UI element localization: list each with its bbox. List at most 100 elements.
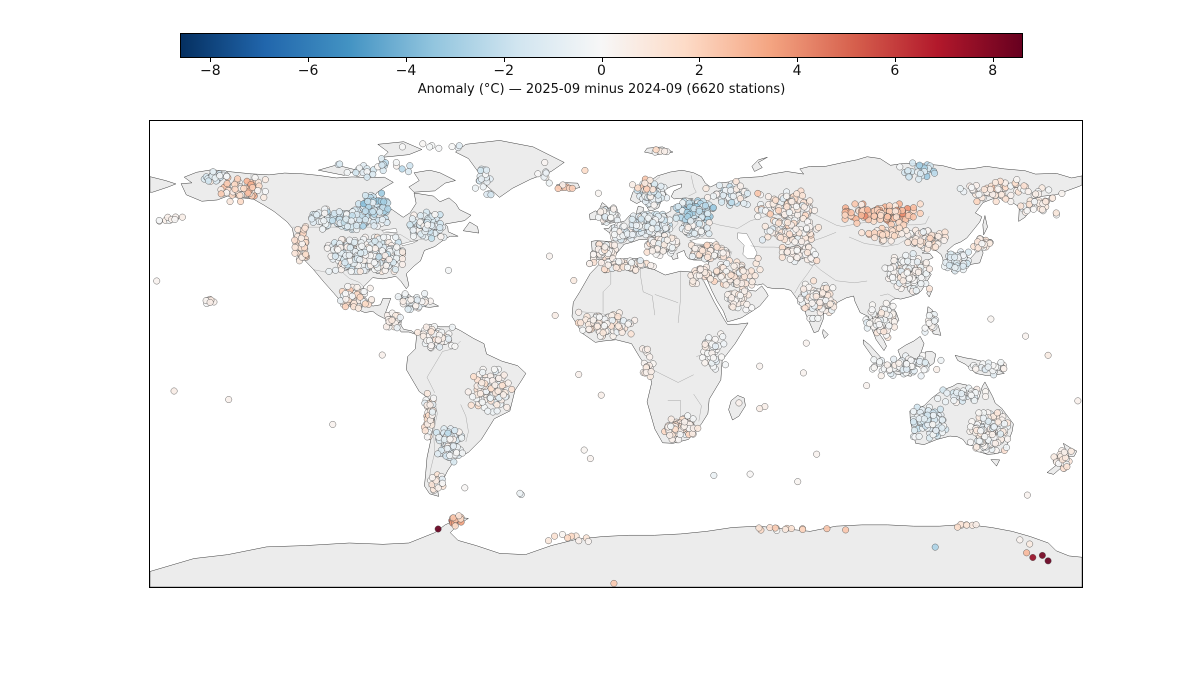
station-point [1023,207,1031,215]
station-point [1013,176,1021,184]
station-point [917,372,925,380]
station-point [728,199,736,206]
landmass [463,221,480,234]
station-point [1003,444,1010,451]
station-point [534,170,542,178]
station-point [1017,202,1025,210]
landmass [571,257,749,444]
station-point [993,409,1001,417]
station-point [703,224,711,232]
station-point [915,433,923,440]
station-point [988,431,996,439]
station-point [709,204,717,212]
station-point [226,198,234,205]
station-point [904,239,912,246]
station-point [155,217,163,224]
station-point [754,189,762,197]
station-point [736,182,744,190]
station-point [408,215,416,223]
station-point [593,322,601,330]
station-point [650,201,658,209]
station-point [369,208,377,216]
country-border [729,251,733,258]
colorbar-tickmark [601,58,603,62]
station-point [709,354,717,362]
station-point [343,169,351,176]
station-point [871,234,879,242]
station-point [676,431,684,438]
station-point [841,211,849,219]
station-point [1004,435,1012,443]
station-point [808,299,816,307]
station-point [813,257,821,265]
station-point [691,245,699,252]
station-point [486,394,494,402]
station-point [478,175,485,183]
station-point [979,414,987,422]
station-point [938,416,946,424]
station-point [455,142,463,150]
station-point [597,259,605,267]
station-point [882,299,890,307]
station-point [342,290,349,297]
station-point [865,229,873,237]
country-border [677,271,681,323]
station-point [401,290,409,298]
station-point [419,332,427,340]
station-point [508,385,516,393]
landmass [180,169,472,335]
station-point [934,232,942,240]
station-point [870,212,878,220]
station-point [396,314,404,321]
station-point [1016,536,1024,544]
station-point [451,522,459,530]
station-point [891,232,898,240]
station-point [719,333,727,341]
station-point [788,525,795,533]
station-point [754,254,762,262]
station-point [697,227,705,235]
station-point [800,203,808,211]
lake [381,228,398,233]
station-point [775,219,783,227]
station-point [405,168,412,176]
colorbar-label: Anomaly (°C) — 2025-09 minus 2024-09 (66… [417,82,786,97]
station-point [890,355,898,363]
station-point [542,169,550,177]
station-point [392,233,400,241]
station-point [967,391,975,399]
station-point [323,244,331,252]
station-point [551,532,559,540]
station-point [1031,198,1038,206]
station-point [428,234,436,242]
station-point [599,329,607,337]
landmass [751,157,768,172]
station-point [594,189,602,197]
station-point [244,189,252,197]
station-point [494,387,502,395]
station-point [804,249,811,256]
station-point [413,296,421,304]
station-point [624,320,632,328]
station-point [792,225,800,233]
station-point [800,369,807,377]
station-point [378,189,386,197]
station-point [406,162,414,170]
station-point [932,243,940,251]
station-point [746,470,754,478]
station-point [554,185,562,192]
station-point [910,204,918,212]
station-point [756,266,764,274]
station-point [351,238,358,246]
station-point [748,304,756,312]
station-point [694,424,702,432]
station-point [802,339,810,347]
station-point [446,452,454,459]
station-point [954,523,961,531]
station-point [689,415,697,423]
station-point [546,252,553,260]
station-point [691,229,698,237]
station-point [711,335,719,343]
station-point [551,312,559,319]
